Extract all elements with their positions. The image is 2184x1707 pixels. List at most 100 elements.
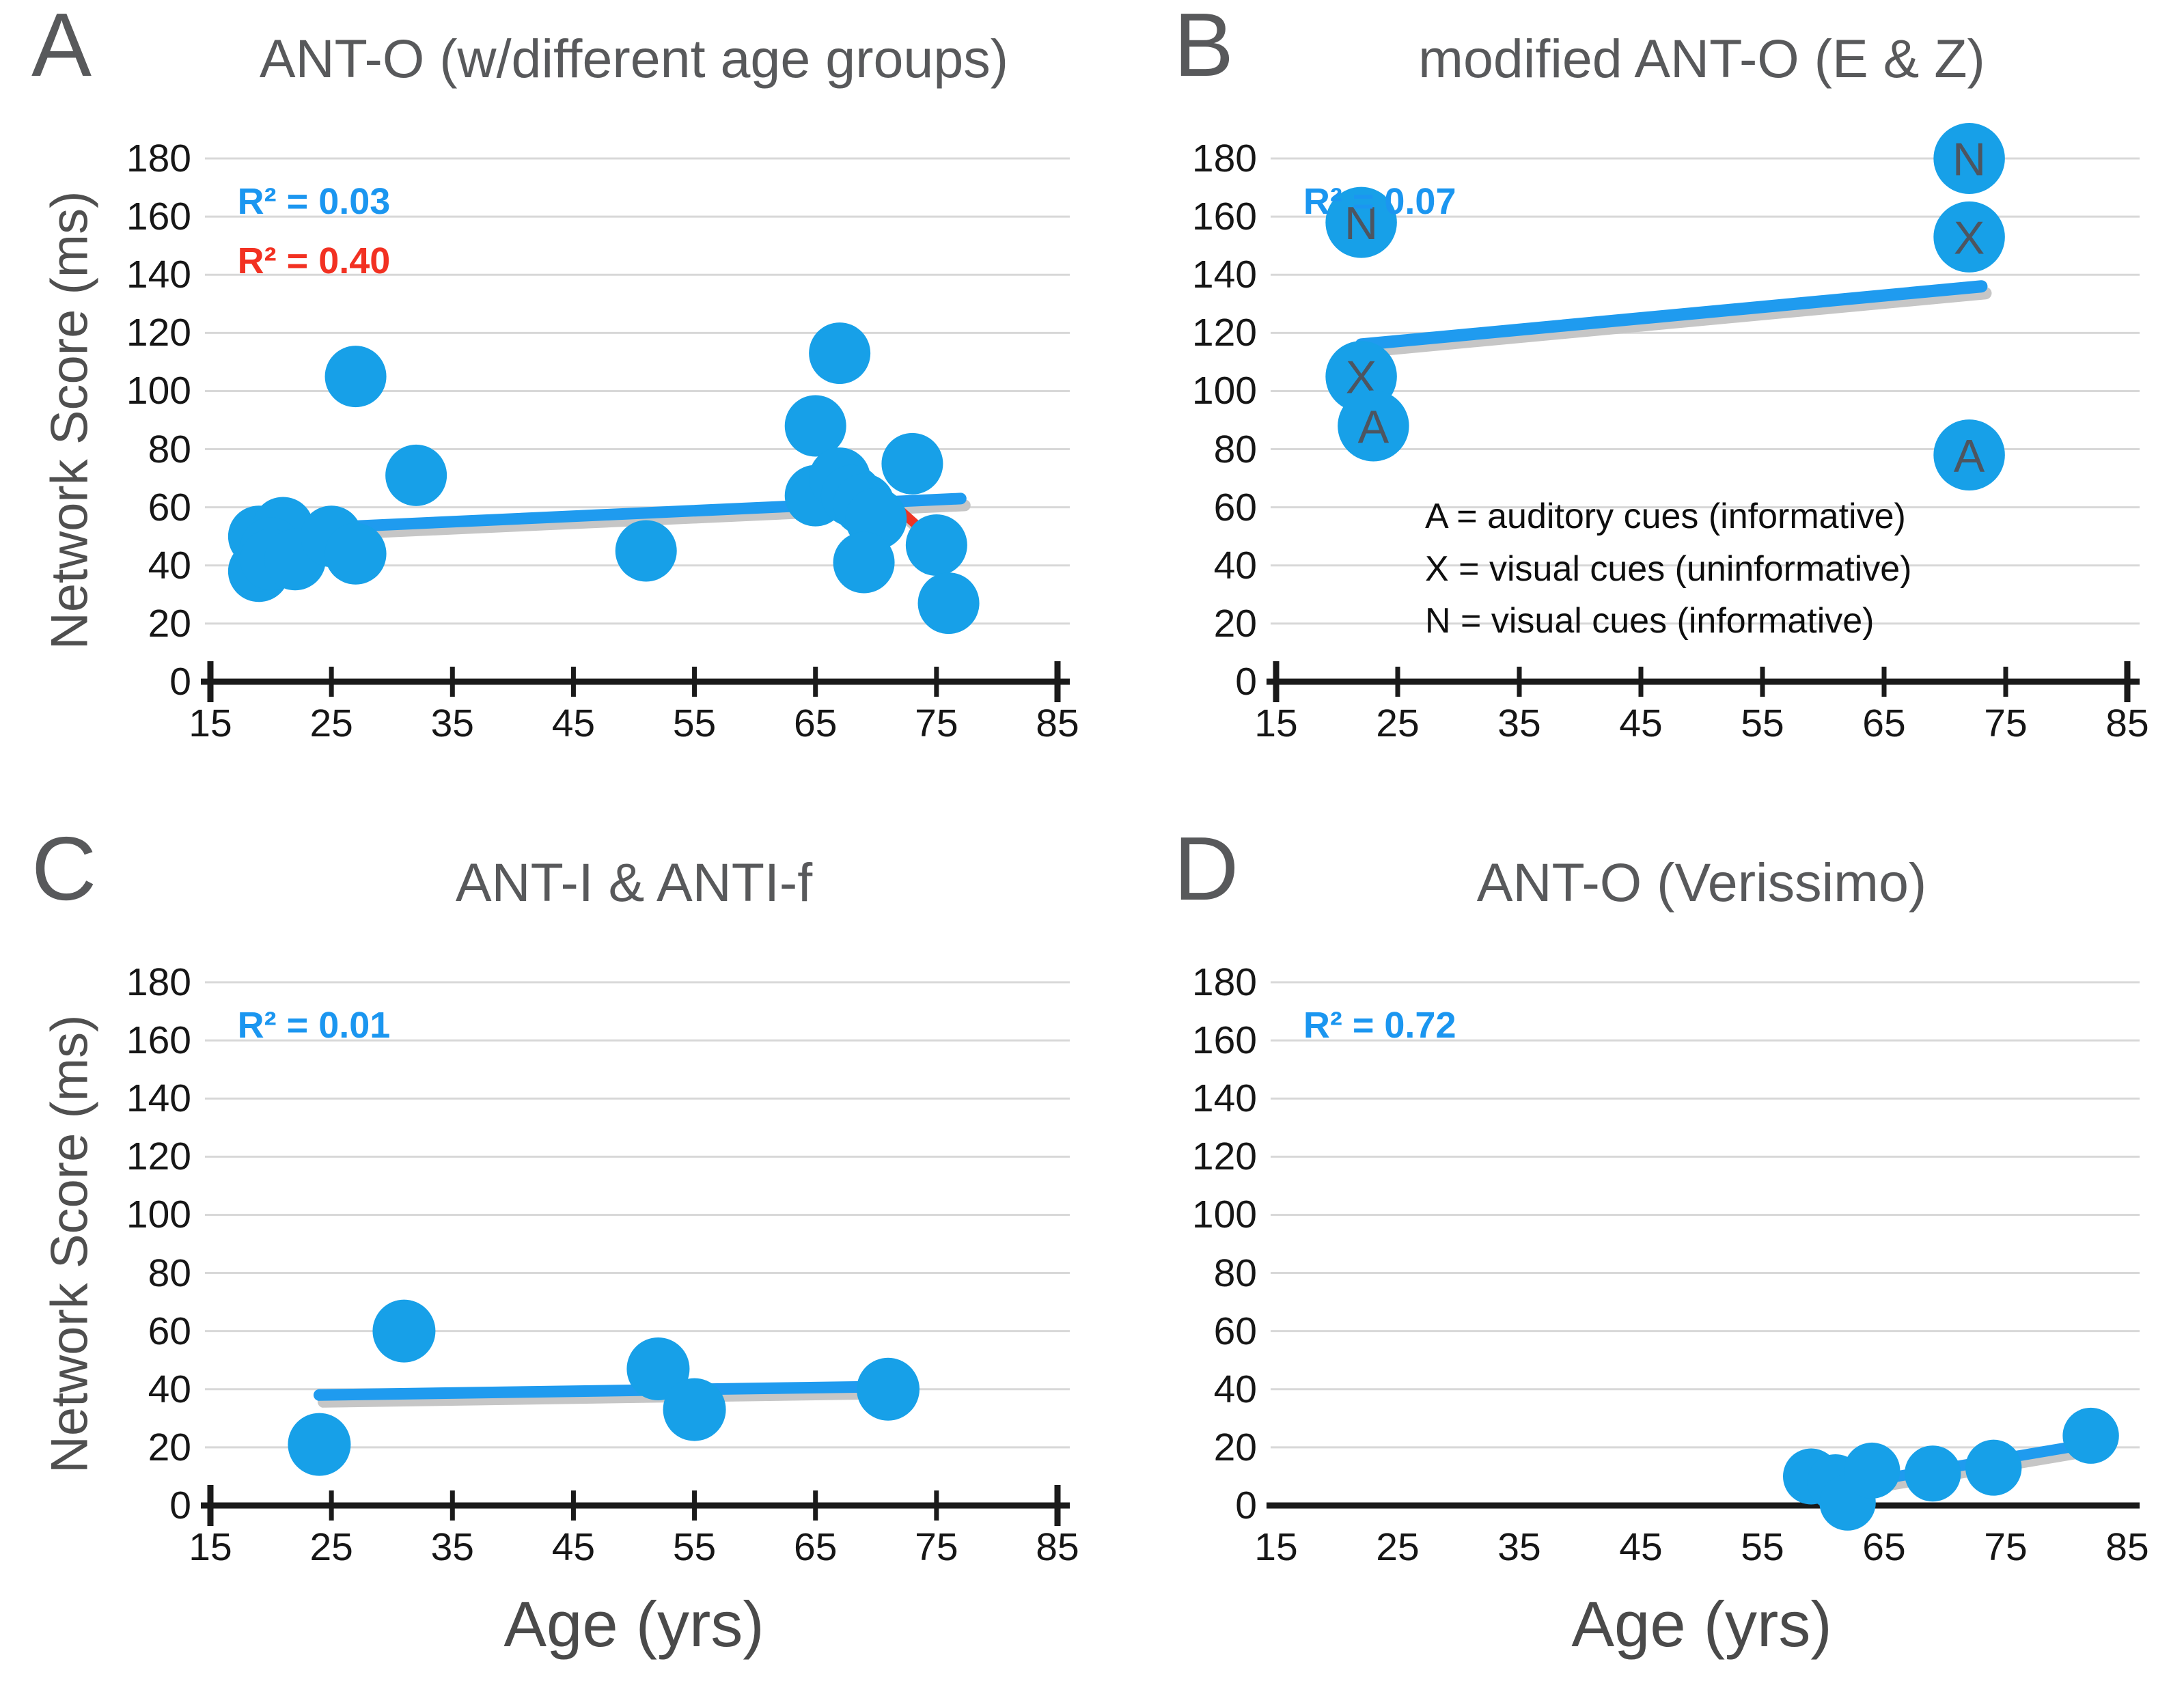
x-tick-labels: 15 25 35 45 55 65 75 85 — [1254, 682, 2148, 758]
x-tick-label: 85 — [1036, 702, 1079, 745]
data-point — [663, 1378, 726, 1441]
x-tick-label: 25 — [1376, 1525, 1420, 1569]
x-tick-label: 75 — [1984, 702, 2028, 745]
data-point — [615, 520, 677, 582]
data-point — [626, 1337, 690, 1400]
legend-line: X = visual cues (uninformative) — [1425, 549, 1912, 589]
y-tick-label: 40 — [148, 543, 191, 587]
data-point — [288, 1413, 351, 1476]
x-tick-label: 25 — [309, 1525, 353, 1569]
x-axis-title: Age (yrs) — [503, 1588, 764, 1660]
data-point — [881, 432, 943, 495]
y-tick-label: 0 — [169, 1484, 191, 1527]
x-tick-label: 45 — [1619, 702, 1663, 745]
y-tick-label: 120 — [1191, 1135, 1257, 1179]
panel-a: A ANT-O (w/different age groups) Network… — [31, 0, 1079, 758]
plot-area: R² = 0.03 R² = 0.40 — [201, 157, 1070, 702]
x-tick-label: 25 — [1376, 702, 1420, 745]
y-axis-title: Network Score (ms) — [40, 1014, 99, 1473]
r2-annotations: R² = 0.72 — [1303, 996, 1456, 1055]
data-point — [324, 346, 387, 408]
y-tick-label: 60 — [1213, 1309, 1257, 1353]
panel-a-chart: Network Score (ms) 0 20 40 60 80 100 120 140 160… — [31, 137, 1079, 758]
y-tick-label: 180 — [126, 137, 191, 180]
x-tick-label: 85 — [2105, 702, 2149, 745]
x-tick-label: 35 — [430, 702, 474, 745]
y-tick-label: 80 — [148, 427, 191, 471]
y-tick-label: 120 — [126, 1135, 191, 1179]
y-tick-label: 0 — [169, 660, 191, 704]
x-tick-label: 75 — [915, 702, 958, 745]
panel-c-title: ANT-I & ANTI-f — [455, 852, 813, 913]
data-point-label: N — [1344, 197, 1378, 249]
data-point — [1325, 186, 1397, 258]
r2-annotation: R² = 0.01 — [237, 1004, 391, 1046]
x-tick-label: 55 — [1741, 702, 1784, 745]
panel-b-header: B modified ANT-O (E & Z) — [1174, 0, 2127, 158]
y-tick-label: 100 — [1191, 1193, 1257, 1237]
y-tick-label: 0 — [1235, 660, 1257, 704]
plot-svg — [1266, 981, 2140, 1531]
x-tick-labels: 15 25 35 45 55 65 75 85 — [189, 682, 1079, 758]
y-tick-labels: 0 20 40 60 80 100 120 140 160 180 — [1174, 960, 1276, 1527]
panel-b-letter: B — [1174, 0, 1234, 95]
data-point — [905, 514, 967, 576]
r2-annotation: R² = 0.03 — [237, 180, 391, 222]
y-tick-label: 140 — [1191, 253, 1257, 297]
y-tick-label: 120 — [126, 311, 191, 355]
y-tick-label: 40 — [148, 1367, 191, 1411]
r2-annotation: R² = 0.40 — [237, 240, 391, 282]
y-tick-labels: 0 20 40 60 80 100 120 140 160 180 — [1174, 137, 1276, 704]
y-tick-label: 100 — [126, 1193, 191, 1237]
data-point — [809, 322, 871, 385]
x-tick-label: 45 — [551, 702, 596, 745]
y-tick-label: 40 — [1213, 543, 1257, 587]
x-tick-label: 85 — [2105, 1525, 2149, 1569]
x-tick-label: 15 — [189, 702, 232, 745]
x-tick-labels: 15 25 35 45 55 65 75 85 — [189, 1505, 1079, 1582]
x-tick-label: 65 — [794, 702, 838, 745]
data-point — [917, 572, 980, 635]
data-point — [1338, 390, 1409, 462]
r2-annotation: R² = 0.07 — [1303, 180, 1456, 222]
y-tick-label: 100 — [126, 369, 191, 413]
x-tick-label: 35 — [1497, 1525, 1541, 1569]
r2-annotations: R² = 0.01 — [238, 996, 391, 1055]
panel-a-letter: A — [31, 0, 92, 95]
x-tick-label: 25 — [309, 702, 353, 745]
trendline-shadow — [1359, 287, 1992, 358]
y-tick-label: 160 — [1191, 1018, 1257, 1063]
panel-c-header: C ANT-I & ANTI-f — [31, 824, 1058, 982]
panel-a-header: A ANT-O (w/different age groups) — [31, 0, 1058, 158]
data-point — [324, 523, 387, 585]
x-tick-labels: 15 25 35 45 55 65 75 85 — [1254, 1505, 2148, 1582]
y-tick-labels: 0 20 40 60 80 100 120 140 160 180 — [108, 137, 210, 704]
y-tick-label: 100 — [1191, 369, 1257, 413]
data-point-label: A — [1358, 401, 1390, 453]
x-tick-label: 45 — [1619, 1525, 1663, 1569]
y-tick-label: 180 — [126, 960, 191, 1004]
data-point — [1844, 1442, 1900, 1499]
y-tick-label: 160 — [126, 195, 191, 239]
x-tick-label: 35 — [430, 1525, 474, 1569]
data-point-label: N — [1952, 134, 1986, 186]
x-tick-label: 75 — [1984, 1525, 2028, 1569]
panel-c: C ANT-I & ANTI-f Network Score (ms) 0 20 4… — [31, 824, 1079, 1661]
data-point — [857, 1357, 920, 1421]
data-point-label: A — [1954, 430, 1985, 482]
y-tick-label: 140 — [1191, 1077, 1257, 1121]
x-tick-label: 55 — [672, 702, 717, 745]
y-tick-label: 140 — [126, 253, 191, 297]
x-tick-label: 85 — [1036, 1525, 1079, 1569]
legend-line: N = visual cues (informative) — [1425, 601, 1875, 641]
x-tick-label: 65 — [1862, 1525, 1906, 1569]
y-tick-label: 160 — [126, 1018, 191, 1063]
r2-annotations: R² = 0.07 — [1303, 172, 1456, 232]
plot-area: R² = 0.72 — [1266, 981, 2140, 1531]
panel-d-header: D ANT-O (Verissimo) — [1174, 824, 2127, 982]
panel-c-chart: Network Score (ms) 0 20 40 60 80 100 120 140 160… — [31, 960, 1079, 1661]
panel-d-title: ANT-O (Verissimo) — [1476, 852, 1927, 913]
y-tick-label: 60 — [148, 1309, 191, 1353]
